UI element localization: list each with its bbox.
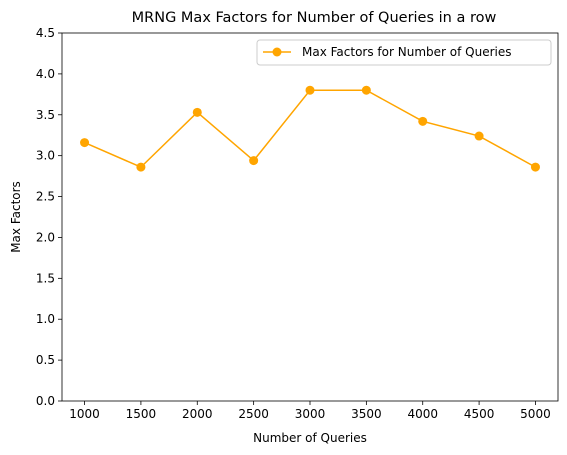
series-line	[84, 89, 536, 169]
data-point	[530, 162, 540, 172]
data-point	[80, 138, 90, 148]
y-axis-label: Max Factors	[9, 181, 23, 253]
y-tick-label: 1.0	[36, 312, 55, 326]
y-tick-label: 2.0	[36, 230, 55, 244]
x-tick-label: 4000	[407, 407, 438, 421]
y-axis: 0.0 0.5 1.0 1.5 2.0 2.5 3.0 3.5 4.0 4.5	[36, 26, 62, 408]
data-point	[249, 156, 259, 166]
y-tick-label: 0.0	[36, 394, 55, 408]
x-tick-label: 2000	[182, 407, 213, 421]
data-point	[361, 85, 371, 95]
legend-marker	[272, 47, 282, 57]
x-tick-label: 3500	[351, 407, 382, 421]
x-tick-label: 2500	[238, 407, 269, 421]
data-point	[192, 107, 202, 117]
data-point	[305, 85, 315, 95]
y-tick-label: 4.5	[36, 26, 55, 40]
series-layer	[80, 85, 540, 172]
legend-box	[256, 39, 552, 66]
y-tick-label: 4.0	[36, 67, 55, 81]
x-axis: 1000 1500 2000 2500 3000 3500 4000 4500 5000	[69, 401, 551, 421]
y-tick-label: 3.5	[36, 108, 55, 122]
y-tick-label: 3.0	[36, 149, 55, 163]
x-tick-label: 3000	[295, 407, 326, 421]
y-tick-label: 2.5	[36, 190, 55, 204]
data-point	[418, 116, 428, 126]
x-tick-label: 4500	[464, 407, 495, 421]
y-tick-label: 0.5	[36, 353, 55, 367]
x-tick-label: 1000	[69, 407, 100, 421]
y-tick-label: 1.5	[36, 271, 55, 285]
chart-title: MRNG Max Factors for Number of Queries i…	[132, 10, 497, 26]
x-tick-label: 5000	[520, 407, 551, 421]
data-point	[136, 162, 146, 172]
data-point	[474, 131, 484, 141]
legend: Max Factors for Number of Queries	[256, 39, 552, 66]
x-axis-label: Number of Queries	[253, 431, 367, 445]
legend-label: Max Factors for Number of Queries	[302, 45, 511, 59]
x-tick-label: 1500	[126, 407, 157, 421]
